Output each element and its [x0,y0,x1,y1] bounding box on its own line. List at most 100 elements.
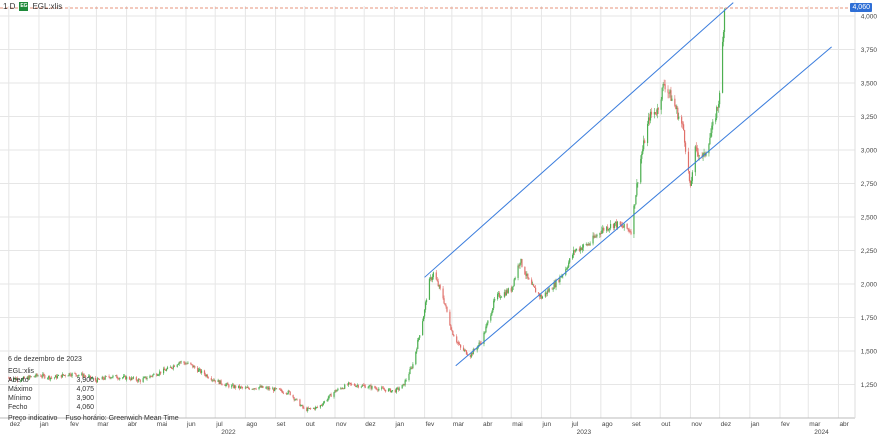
candle-body [348,382,351,384]
candle-body [453,334,455,337]
candle-body [342,388,344,390]
candle-body [574,250,577,252]
candle-body [545,292,547,295]
candle-body [586,244,588,246]
candle-body [14,377,17,380]
candle-body [432,272,434,278]
candle-body [122,377,124,379]
candle-body [241,387,244,388]
candle-body [487,320,489,324]
x-tick-label: out [661,421,670,428]
info-high-label: Máximo [8,386,33,393]
candle-body [361,385,363,387]
candle-body [300,405,302,407]
candle-body [226,383,228,385]
candle-body [286,393,288,395]
candle-body [231,385,233,388]
candle-body [492,308,494,313]
symbol-label[interactable]: EGL:xlis [32,2,63,11]
candle-body [35,373,37,377]
candle-body [449,311,451,326]
candle-body [82,373,84,377]
candle-body [677,107,679,119]
candle-body [162,368,165,374]
candle-body [554,282,556,288]
candle-body [546,290,548,295]
candle-body [689,181,692,186]
candle-body [649,111,652,121]
candle-body [177,364,179,365]
candle-body [40,375,42,377]
candle-body [445,304,447,307]
timezone-note: Fuso horário: Greenwich Mean Time [65,415,179,422]
candle-body [640,158,642,183]
candle-body [694,146,696,173]
candle-body [444,303,446,305]
candle-body [533,284,535,287]
candle-body [213,380,215,382]
candle-body [660,99,662,110]
x-tick-label: jan [39,421,49,428]
candle-body [280,389,283,392]
candle-body [214,380,216,382]
candle-body [294,399,296,401]
candle-body [395,388,397,393]
candle-body [117,378,119,379]
candle-body [525,274,527,276]
candle-body [423,309,426,317]
candle-body [526,273,528,276]
candle-body [70,375,72,377]
candle-body [282,392,284,394]
candle-body [204,374,207,377]
candle-body [115,375,117,377]
candle-body [402,384,404,386]
candle-body [67,375,69,377]
candle-body [16,378,19,381]
candle-body [364,385,366,388]
candle-body [251,388,253,390]
candle-body [462,347,465,351]
candle-body [269,387,271,390]
candle-body [261,386,263,388]
candle-body [8,377,10,379]
candle-body [486,323,488,327]
candle-body [240,386,243,388]
candle-body [232,384,234,386]
candle-body [612,223,615,228]
candle-body [183,361,185,364]
candle-body [260,385,262,388]
candle-body [48,376,50,379]
candle-body [534,286,536,288]
candle-body [520,259,522,263]
candle-body [435,272,437,280]
candle-body [606,226,608,231]
candle-body [369,385,371,387]
x-tick-label: ago [246,421,257,428]
candle-body [621,224,623,227]
candle-body [77,375,79,377]
candle-body [328,395,330,398]
interval-label[interactable]: 1 D [3,2,16,11]
candle-body [580,247,582,251]
candle-body [466,354,469,356]
candle-body [505,290,507,296]
candle-body [142,378,144,382]
candle-body [198,369,200,372]
candle-body [684,142,687,152]
x-tick-label: jul [215,421,223,428]
candle-body [674,98,676,106]
candle-body [84,375,86,377]
candle-body [90,378,93,380]
info-close-label: Fecho [8,404,28,411]
candle-body [349,382,352,384]
candle-body [675,105,677,109]
candle-body [197,367,199,372]
candle-body [483,332,485,344]
candle-body [227,383,229,385]
candle-body [191,364,193,365]
candle-body [654,112,656,114]
candle-body [712,121,714,126]
candle-body [415,351,417,365]
candle-body [340,388,342,389]
